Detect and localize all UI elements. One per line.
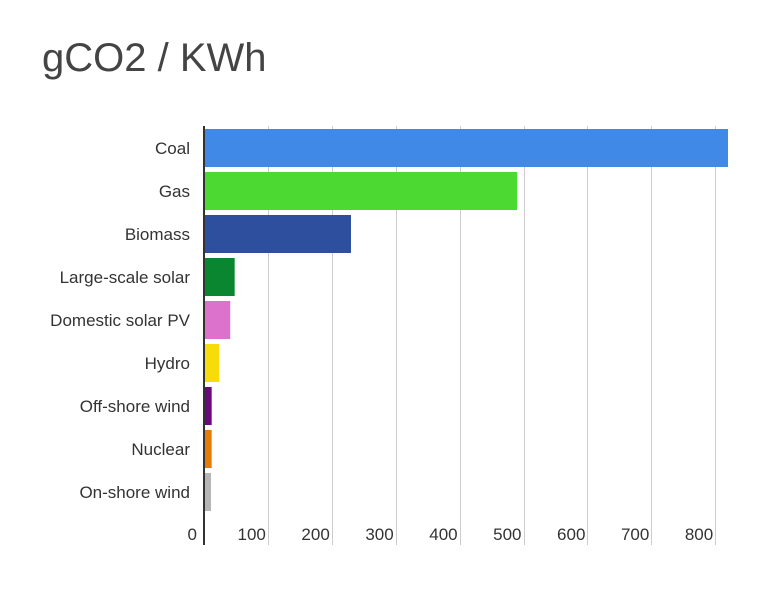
tick-labels: 0 100 200 300 400 500 600 700 800	[188, 525, 714, 544]
category-label: On-shore wind	[79, 483, 190, 502]
category-label: Domestic solar PV	[50, 311, 190, 330]
category-label: Large-scale solar	[60, 268, 191, 287]
category-labels: Coal Gas Biomass Large-scale solar Domestic …	[50, 139, 190, 502]
bar	[204, 387, 212, 425]
x-tick-label: 200	[301, 525, 329, 544]
chart-title: gCO2 / KWh	[42, 36, 267, 80]
x-tick-label: 100	[238, 525, 266, 544]
bar	[204, 258, 235, 296]
category-label: Gas	[159, 182, 190, 201]
x-tick-label: 0	[188, 525, 197, 544]
x-tick-label: 700	[621, 525, 649, 544]
bar	[204, 129, 728, 167]
category-label: Off-shore wind	[80, 397, 190, 416]
bar	[204, 344, 220, 382]
category-label: Biomass	[125, 225, 190, 244]
x-tick-label: 600	[557, 525, 585, 544]
category-label: Nuclear	[131, 440, 190, 459]
category-label: Hydro	[145, 354, 190, 373]
x-tick-label: 300	[365, 525, 393, 544]
bar	[204, 430, 212, 468]
x-tick-label: 800	[685, 525, 713, 544]
category-label: Coal	[155, 139, 190, 158]
bar	[204, 172, 518, 210]
bar	[204, 473, 212, 511]
x-tick-label: 400	[429, 525, 457, 544]
x-tick-label: 500	[493, 525, 521, 544]
bar	[204, 301, 231, 339]
bar	[204, 215, 351, 253]
bars	[204, 129, 728, 511]
